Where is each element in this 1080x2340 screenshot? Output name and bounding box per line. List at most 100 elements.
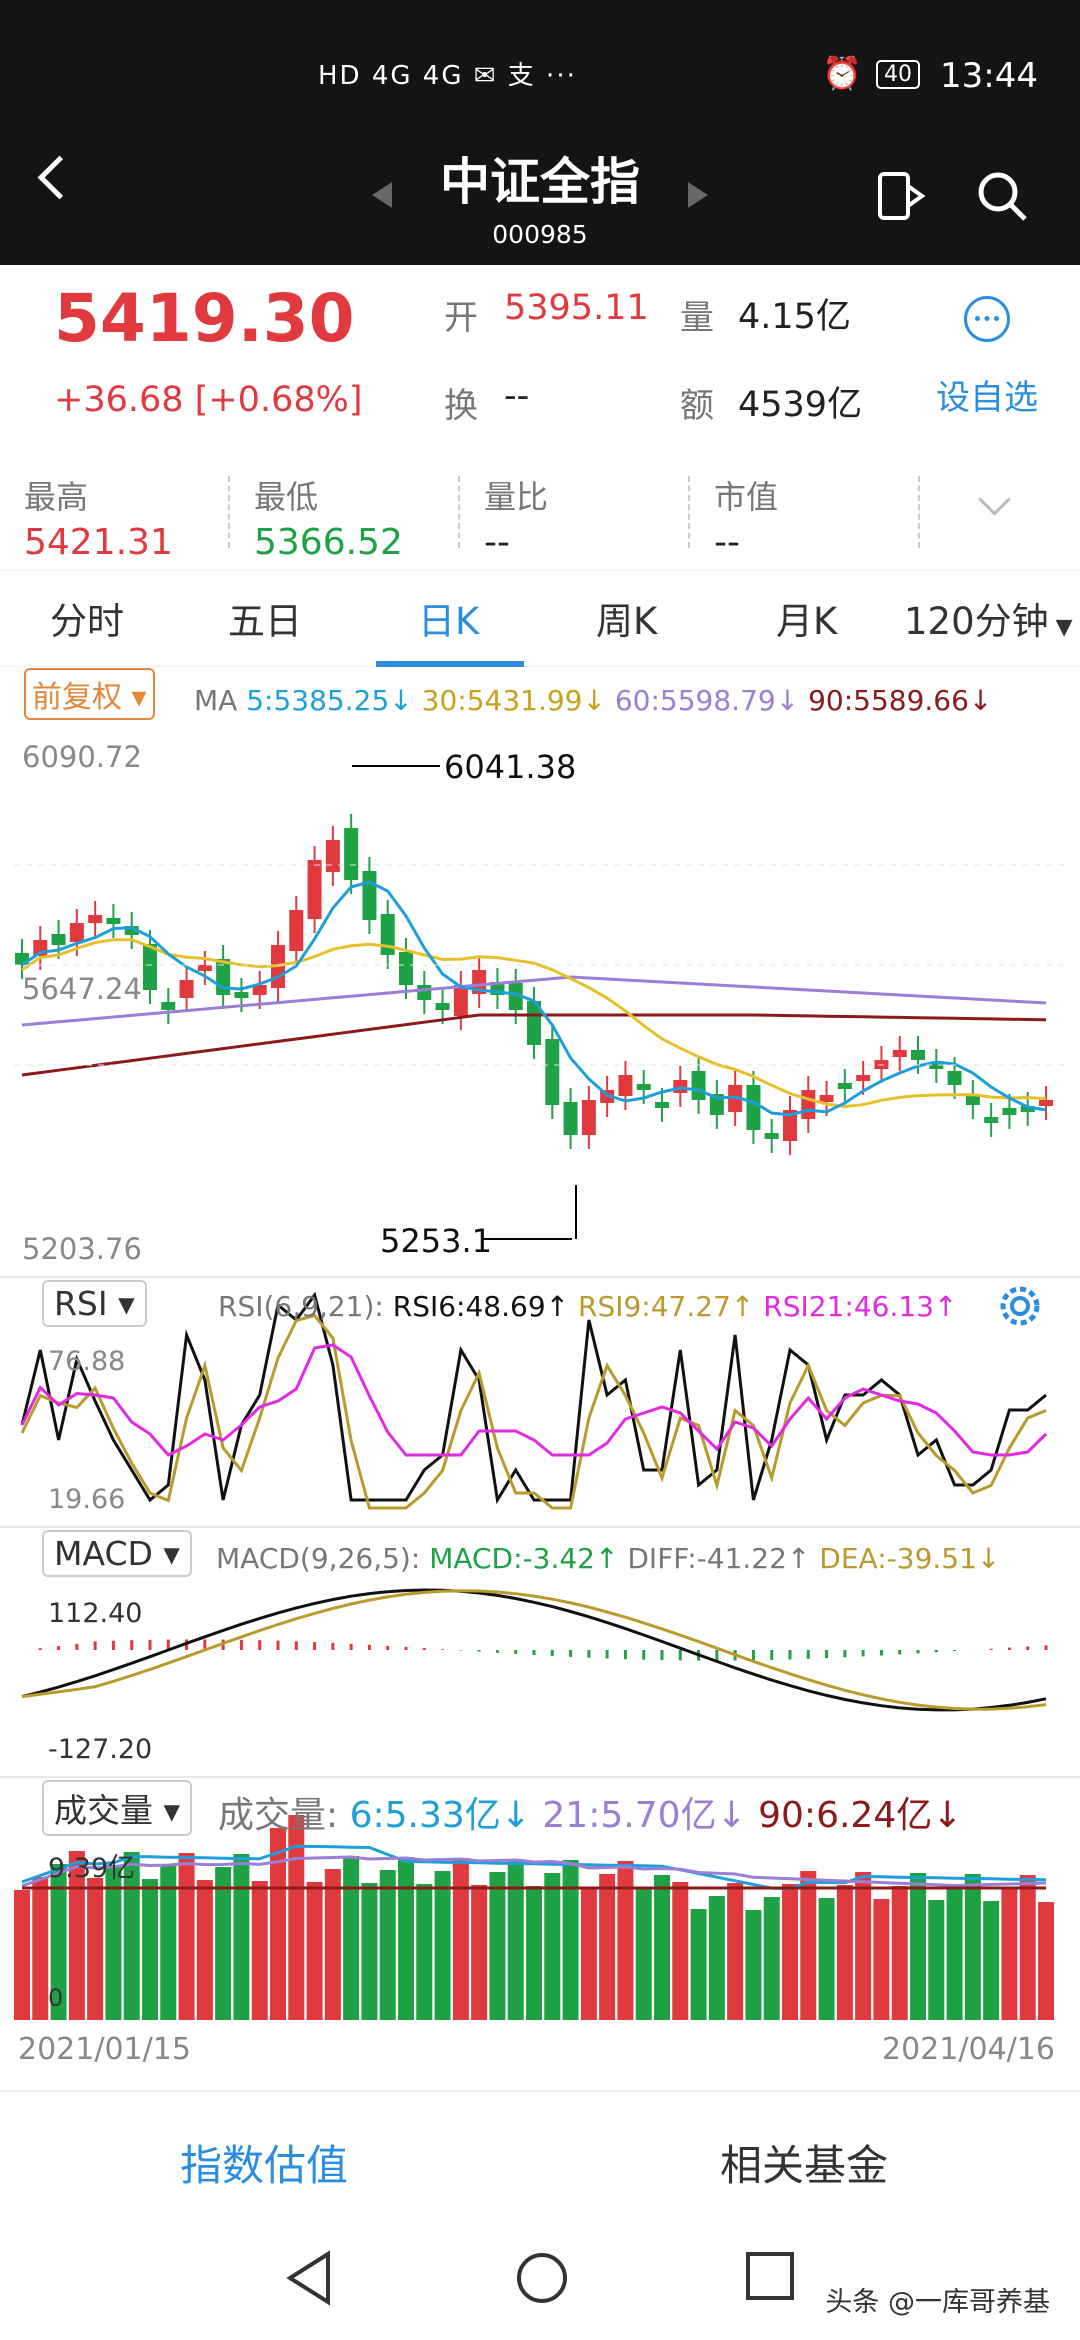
candle: [618, 1075, 633, 1096]
tab-monthly-k[interactable]: 月K: [776, 600, 838, 643]
volume-bar: [727, 1883, 744, 2020]
tab-120min[interactable]: 120分钟 ▼: [904, 600, 1073, 643]
candle: [143, 944, 157, 990]
volume-bar: [800, 1871, 817, 2020]
volume-bar: [910, 1873, 926, 2020]
divider: [918, 476, 920, 548]
volume-bar: [946, 1887, 963, 2020]
volume-bar: [489, 1872, 506, 2020]
candle: [783, 1110, 797, 1141]
candle: [453, 985, 468, 1016]
macd-value: MACD:-3.42↑: [429, 1542, 619, 1575]
kline-chart[interactable]: [0, 665, 1080, 2090]
period-tabs: 分时 五日 日K 周K 月K 120分钟 ▼: [0, 570, 1080, 667]
high-marker-label: 6041.38: [444, 748, 577, 786]
tab-weekly-k[interactable]: 周K: [596, 600, 658, 643]
rsi-params: RSI(6,9,21):: [218, 1290, 384, 1323]
candle: [965, 1094, 980, 1105]
tab-daily-k[interactable]: 日K: [418, 600, 480, 643]
volume-bar: [233, 1854, 250, 2020]
candle: [161, 1002, 176, 1010]
stat-ratio-value: --: [484, 522, 510, 563]
status-time: 13:44: [940, 56, 1038, 96]
related-funds-link[interactable]: 相关基金: [720, 2141, 889, 2190]
index-valuation-link[interactable]: 指数估值: [180, 2141, 349, 2190]
candle: [892, 1050, 907, 1057]
volume-bar: [745, 1910, 762, 2020]
tab-intraday[interactable]: 分时: [50, 600, 124, 643]
candle: [234, 992, 249, 998]
divider: [688, 476, 690, 548]
open-value: 5395.11: [504, 288, 649, 328]
adjust-selector[interactable]: 前复权 ▾: [24, 668, 155, 720]
change-percent: [+0.68%]: [194, 380, 363, 420]
candle: [179, 980, 194, 998]
change-value: +36.68: [54, 380, 184, 420]
volume-bar: [836, 1885, 853, 2020]
rsi21-value: RSI21:46.13↑: [763, 1290, 958, 1323]
candle: [691, 1071, 706, 1100]
stat-high-value: 5421.31: [24, 522, 173, 563]
kline-y-top: 6090.72: [22, 740, 142, 774]
volume-bar: [452, 1858, 469, 2020]
next-index-icon[interactable]: [688, 182, 708, 208]
more-icon[interactable]: [964, 296, 1010, 342]
volume-bar: [160, 1866, 177, 2020]
candle: [655, 1102, 669, 1108]
volume-bar: [708, 1896, 725, 2020]
volume-bar: [178, 1853, 195, 2020]
candle: [106, 918, 121, 924]
nav-home-icon[interactable]: [514, 2250, 570, 2306]
volume-bar: [507, 1859, 524, 2020]
volume-bar: [32, 1877, 49, 2020]
tab-five-day[interactable]: 五日: [228, 600, 302, 643]
chevron-down-icon[interactable]: [978, 483, 1011, 516]
prev-index-icon[interactable]: [372, 182, 392, 208]
rsi-legend: RSI(6,9,21): RSI6:48.69↑ RSI9:47.27↑ RSI…: [218, 1290, 957, 1323]
ma-legend: MA 5:5385.25↓ 30:5431.99↓ 60:5598.79↓ 90…: [194, 684, 992, 717]
divider: [228, 476, 230, 548]
volume-bar: [873, 1899, 890, 2020]
volume-bar: [105, 1865, 122, 2020]
candle: [88, 915, 103, 923]
vol90-value: 90:6.24亿↓: [758, 1795, 963, 1836]
macd-params: MACD(9,26,5):: [216, 1542, 421, 1575]
volume-legend-label: 成交量:: [218, 1795, 339, 1836]
volume-bar: [306, 1882, 323, 2020]
rsi6-value: RSI6:48.69↑: [392, 1290, 570, 1323]
gear-icon[interactable]: [994, 1280, 1046, 1332]
divider: [458, 476, 460, 548]
candle: [1002, 1108, 1017, 1115]
candle: [307, 860, 322, 919]
volume-bar: [343, 1856, 360, 2020]
search-icon[interactable]: [974, 168, 1030, 224]
ma30-value: 30:5431.99↓: [421, 684, 606, 717]
nav-back-icon[interactable]: [284, 2250, 334, 2306]
diff-value: DIFF:-41.22↑: [627, 1542, 811, 1575]
volume-bar: [617, 1861, 634, 2020]
volume-value: 4.15亿: [738, 297, 851, 337]
candle: [435, 1003, 450, 1010]
volume-bar: [928, 1900, 945, 2020]
share-icon[interactable]: [872, 168, 928, 224]
rsi-selector[interactable]: RSI ▾: [42, 1280, 147, 1327]
candle: [51, 934, 66, 945]
candle: [252, 985, 267, 995]
candle: [929, 1063, 944, 1069]
macd-selector[interactable]: MACD ▾: [42, 1530, 192, 1577]
volume-bar: [196, 1880, 213, 2020]
active-tab-indicator: [376, 661, 524, 667]
stat-cap-value: --: [714, 522, 740, 563]
nav-recents-icon[interactable]: [744, 2250, 796, 2302]
add-favorite-button[interactable]: 设自选: [936, 378, 1038, 418]
volume-bar: [379, 1870, 396, 2020]
volume-bar: [270, 1828, 286, 2020]
ma5-value: 5:5385.25↓: [246, 684, 413, 717]
candle: [124, 926, 139, 935]
volume-bar: [251, 1881, 268, 2020]
volume-selector[interactable]: 成交量 ▾: [42, 1780, 193, 1836]
volume-bar: [1038, 1902, 1054, 2020]
alarm-icon: ⏰: [822, 54, 862, 92]
volume-bar: [964, 1874, 981, 2020]
date-start: 2021/01/15: [18, 2032, 191, 2067]
